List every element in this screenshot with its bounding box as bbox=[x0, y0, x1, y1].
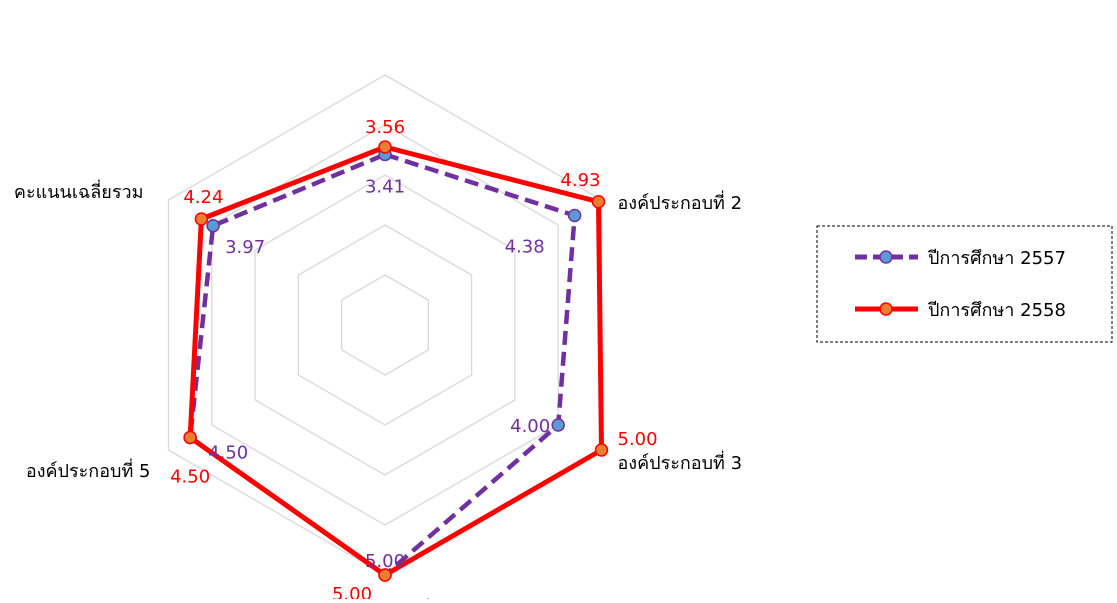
legend: ปีการศึกษา 2557 ปีการศึกษา 2558 bbox=[816, 225, 1113, 343]
series-line-2558 bbox=[187, 144, 605, 578]
data-label-2557-4: 5.00 bbox=[365, 551, 405, 572]
data-label-2558-2: 4.93 bbox=[560, 170, 600, 191]
data-label-2558-4: 5.00 bbox=[332, 584, 372, 599]
series-2558-point-4 bbox=[378, 568, 392, 582]
legend-label-2557: ปีการศึกษา 2557 bbox=[928, 248, 1066, 269]
data-label-2558-3: 5.00 bbox=[618, 429, 658, 450]
legend-item-2557: ปีการศึกษา 2557 bbox=[855, 248, 1066, 269]
data-label-2558-5: 4.50 bbox=[170, 467, 210, 488]
data-label-2558-6: 4.24 bbox=[183, 187, 223, 208]
series-2558-point-2 bbox=[591, 195, 606, 209]
series-2557-point-2 bbox=[567, 208, 582, 223]
series-2558-point-5 bbox=[183, 430, 197, 445]
data-label-2557-5: 4.50 bbox=[208, 443, 248, 464]
series-2558-point-6 bbox=[194, 212, 209, 226]
series-2558-point-3 bbox=[594, 443, 609, 457]
grid-ring-2 bbox=[297, 224, 473, 426]
series-layer bbox=[183, 140, 609, 582]
series-line-2557 bbox=[187, 152, 577, 578]
series-2557-point-3 bbox=[551, 418, 565, 432]
data-labels: 3.41 4.38 4.00 5.00 4.50 3.97 3.56 4.93 5.00 5.00… bbox=[170, 117, 658, 603]
category-label-6: คะแนนเฉลี่ยรวม bbox=[14, 179, 144, 203]
series-2558-point-1 bbox=[378, 140, 392, 154]
data-label-2557-1: 3.41 bbox=[365, 177, 405, 198]
category-label-3: องค์ประกอบที่ 3 bbox=[618, 450, 743, 474]
data-label-2557-2: 4.38 bbox=[505, 237, 545, 258]
data-label-2557-6: 3.97 bbox=[225, 237, 265, 258]
legend-label-2558: ปีการศึกษา 2558 bbox=[928, 300, 1066, 321]
series-2557-point-6 bbox=[206, 219, 220, 233]
legend-marker-2558 bbox=[879, 302, 893, 316]
category-labels: องค์ประกอบที่ 1องค์ประกอบที่ 2องค์ประกอบ… bbox=[14, 179, 743, 603]
data-label-2557-3: 4.00 bbox=[510, 416, 550, 437]
data-label-2558-1: 3.56 bbox=[365, 117, 405, 138]
category-label-2: องค์ประกอบที่ 2 bbox=[618, 190, 743, 214]
legend-marker-2557 bbox=[879, 250, 893, 264]
legend-box bbox=[816, 225, 1113, 343]
legend-item-2558: ปีการศึกษา 2558 bbox=[855, 300, 1066, 321]
grid-ring-1 bbox=[341, 274, 429, 376]
category-label-5: องค์ประกอบที่ 5 bbox=[26, 458, 151, 482]
grid-ring-3 bbox=[254, 174, 516, 476]
